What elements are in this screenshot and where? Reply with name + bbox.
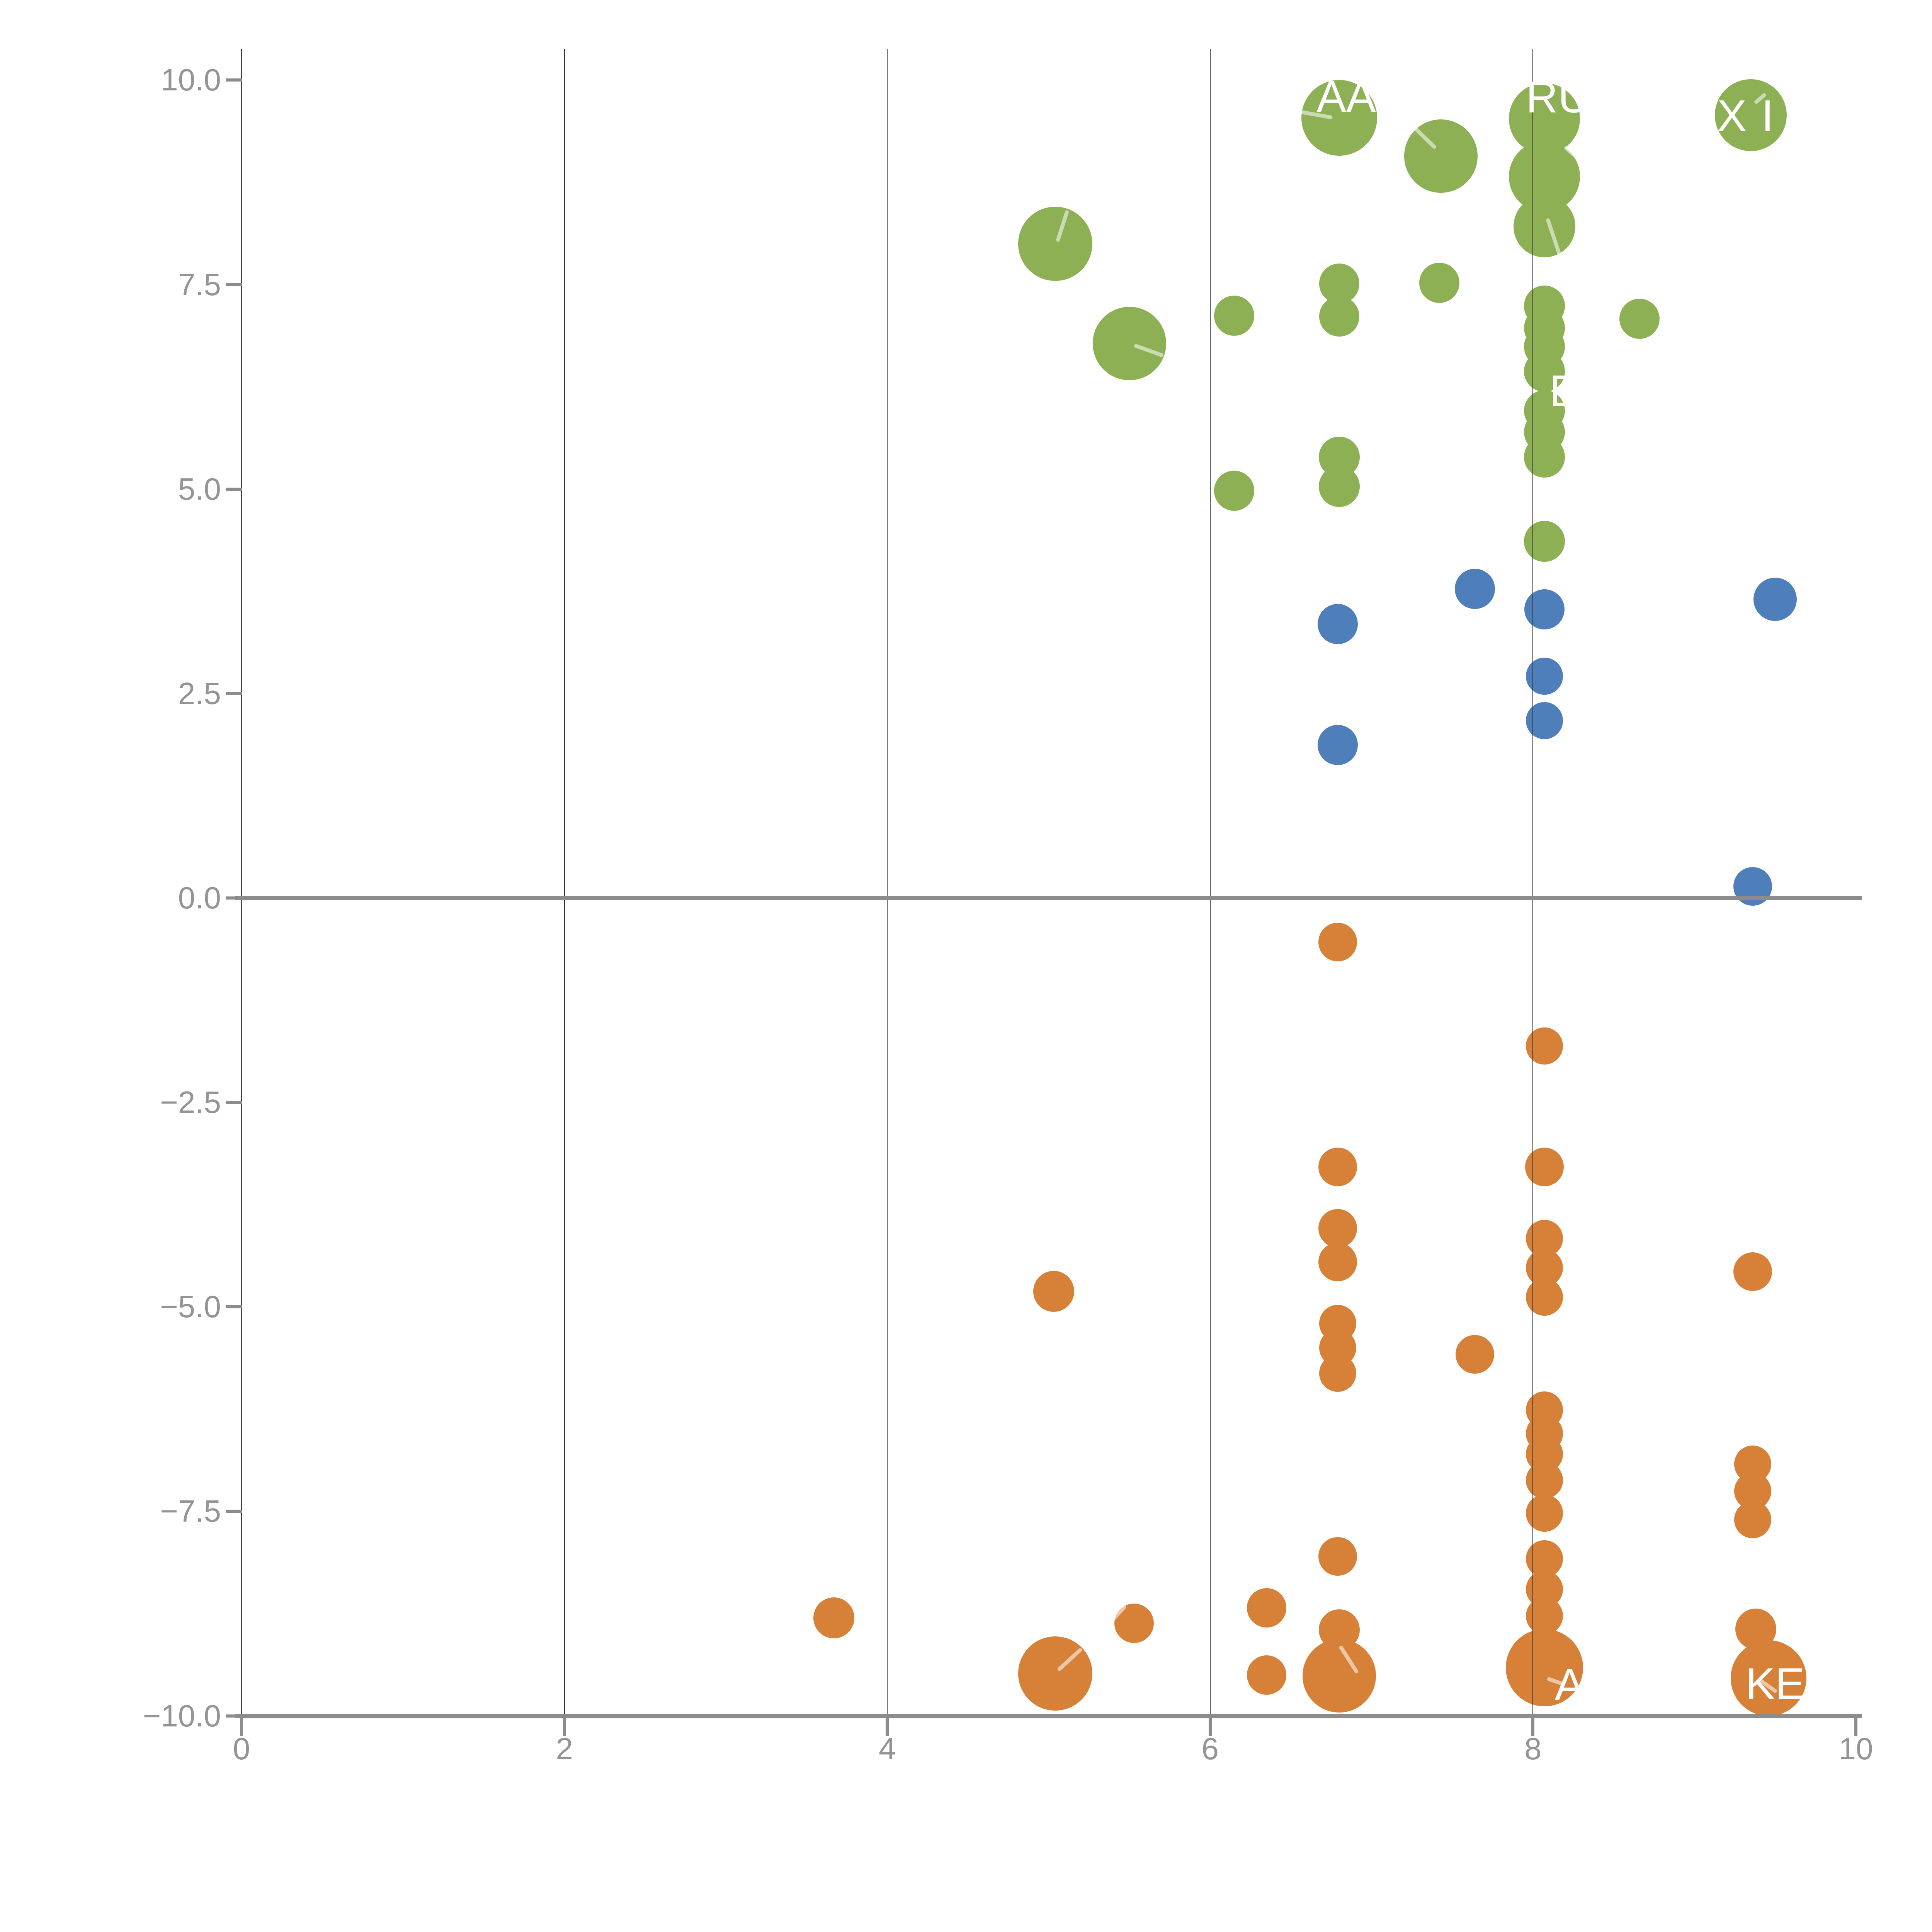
point-label-aa: AA bbox=[1316, 72, 1376, 121]
y-tick--7.5 bbox=[226, 1510, 242, 1513]
x-tick-2 bbox=[563, 1718, 566, 1736]
x-tick-label-10: 10 bbox=[1838, 1731, 1873, 1766]
orange-group-point-0 bbox=[1318, 923, 1357, 962]
x-tick-0 bbox=[240, 1718, 243, 1736]
green-group-point-23 bbox=[1715, 79, 1787, 151]
green-group-point-8 bbox=[1319, 466, 1360, 507]
green-group-point-6 bbox=[1319, 296, 1360, 337]
y-tick-10 bbox=[226, 78, 242, 82]
orange-group-point-14 bbox=[1455, 1335, 1494, 1374]
green-group-point-4 bbox=[1301, 80, 1378, 156]
green-group-point-13 bbox=[1513, 196, 1575, 258]
blue-group-point-1 bbox=[1317, 725, 1358, 765]
x-tick-4 bbox=[886, 1718, 889, 1736]
orange-group-point-8 bbox=[1526, 1278, 1563, 1316]
y-tick-label--2.5: −2.5 bbox=[160, 1085, 221, 1120]
x-tick-label-2: 2 bbox=[556, 1731, 573, 1766]
y-tick-label--7.5: −7.5 bbox=[160, 1494, 221, 1529]
y-tick-label-2.5: 2.5 bbox=[178, 676, 221, 711]
gridline-x-6 bbox=[1209, 49, 1211, 1718]
orange-group-point-9 bbox=[1733, 1252, 1772, 1291]
y-tick--10 bbox=[226, 1714, 242, 1718]
x-tick-label-8: 8 bbox=[1524, 1731, 1542, 1766]
orange-group-point-25 bbox=[1526, 1597, 1563, 1635]
blue-group-point-6 bbox=[1753, 578, 1797, 621]
blue-group-point-5 bbox=[1526, 702, 1563, 739]
green-group-point-22 bbox=[1619, 299, 1660, 339]
point-label-ru: RU bbox=[1526, 73, 1590, 122]
green-group-point-21 bbox=[1524, 521, 1565, 562]
orange-group-point-34 bbox=[1505, 1629, 1583, 1706]
x-tick-10 bbox=[1854, 1718, 1857, 1736]
y-tick-5 bbox=[226, 487, 242, 491]
green-group-point-10 bbox=[1419, 263, 1460, 303]
gridline-x-4 bbox=[887, 49, 888, 1718]
point-label-xi: XI bbox=[1717, 91, 1789, 141]
y-tick--2.5 bbox=[226, 1101, 242, 1104]
x-tick-6 bbox=[1208, 1718, 1212, 1736]
orange-group-point-36 bbox=[1731, 1640, 1807, 1716]
orange-group-point-10 bbox=[1033, 1271, 1074, 1312]
orange-group-point-19 bbox=[1526, 1494, 1563, 1532]
orange-group-point-1 bbox=[1526, 1027, 1563, 1065]
orange-group-point-4 bbox=[1318, 1209, 1357, 1248]
y-tick-label--10: −10.0 bbox=[143, 1698, 221, 1733]
orange-group-point-3 bbox=[1525, 1148, 1564, 1187]
y-tick-label-5: 5.0 bbox=[178, 471, 221, 506]
orange-group-point-2 bbox=[1318, 1148, 1357, 1187]
x-tick-label-4: 4 bbox=[878, 1731, 896, 1766]
orange-group-point-30 bbox=[1247, 1655, 1287, 1695]
y-tick-label--5: −5.0 bbox=[160, 1289, 221, 1324]
gridline-x-8 bbox=[1532, 49, 1534, 1718]
green-group-point-20 bbox=[1524, 437, 1565, 478]
orange-group-point-5 bbox=[1318, 1242, 1357, 1281]
orange-group-point-27 bbox=[813, 1597, 855, 1638]
point-label-ke: KE bbox=[1745, 1659, 1805, 1709]
y-tick--5 bbox=[226, 1305, 242, 1309]
reference-line-y-0 bbox=[235, 896, 1862, 900]
y-tick-label-0: 0.0 bbox=[178, 881, 221, 915]
green-group-point-0 bbox=[1018, 206, 1092, 281]
reference-line-y--10 bbox=[235, 1714, 1862, 1718]
point-label-b: B bbox=[1549, 366, 1579, 416]
y-tick-2.5 bbox=[226, 692, 242, 695]
y-tick-label-10: 10.0 bbox=[161, 63, 221, 97]
blue-group-point-2 bbox=[1454, 568, 1495, 609]
green-group-point-3 bbox=[1214, 470, 1255, 511]
y-axis-line bbox=[241, 49, 242, 1736]
point-label-a: A bbox=[1554, 1660, 1585, 1709]
y-tick-0 bbox=[226, 896, 242, 900]
orange-group-point-18 bbox=[1526, 1462, 1563, 1499]
orange-group-point-32 bbox=[1303, 1639, 1376, 1713]
y-tick-label-7.5: 7.5 bbox=[178, 267, 221, 302]
orange-group-point-22 bbox=[1734, 1501, 1771, 1538]
x-tick-label-6: 6 bbox=[1201, 1731, 1219, 1766]
green-group-point-17 bbox=[1524, 350, 1565, 392]
blue-group-point-0 bbox=[1317, 604, 1358, 644]
gridline-x-2 bbox=[564, 49, 565, 1718]
orange-group-point-26 bbox=[1318, 1537, 1357, 1576]
blue-group-point-3 bbox=[1524, 589, 1565, 629]
orange-group-point-33 bbox=[1018, 1636, 1092, 1711]
green-group-point-2 bbox=[1214, 295, 1255, 336]
x-tick-label-0: 0 bbox=[233, 1731, 250, 1766]
green-group-point-1 bbox=[1092, 306, 1166, 380]
orange-group-point-13 bbox=[1319, 1354, 1356, 1392]
blue-group-point-4 bbox=[1526, 658, 1563, 695]
x-tick-8 bbox=[1531, 1718, 1535, 1736]
orange-group-point-29 bbox=[1247, 1588, 1287, 1628]
y-tick-7.5 bbox=[226, 283, 242, 286]
